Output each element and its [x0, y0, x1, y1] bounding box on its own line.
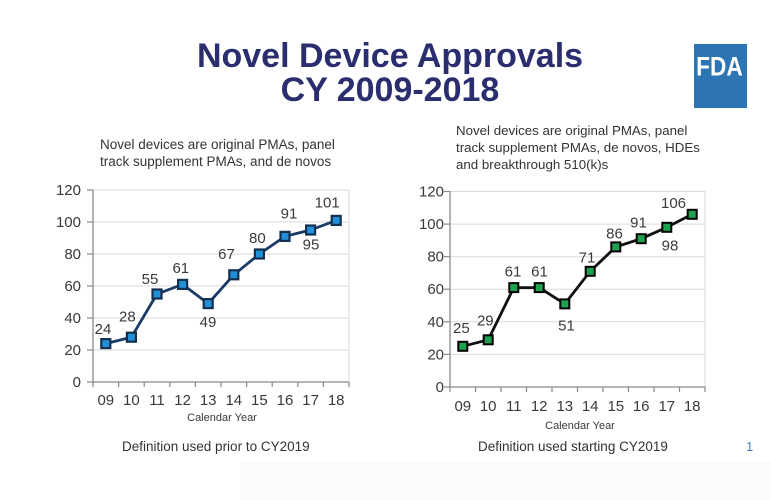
svg-text:17: 17	[658, 398, 675, 415]
svg-text:67: 67	[218, 246, 235, 263]
svg-text:Calendar Year: Calendar Year	[187, 412, 257, 424]
svg-text:25: 25	[453, 320, 470, 337]
svg-text:100: 100	[56, 214, 81, 231]
svg-text:16: 16	[277, 392, 294, 409]
svg-text:12: 12	[531, 398, 548, 415]
svg-text:49: 49	[200, 314, 217, 331]
svg-text:14: 14	[582, 398, 599, 415]
svg-text:18: 18	[684, 398, 701, 415]
svg-text:29: 29	[477, 313, 494, 330]
svg-text:12: 12	[174, 392, 191, 409]
svg-text:120: 120	[56, 182, 81, 199]
svg-text:106: 106	[661, 195, 686, 212]
svg-text:20: 20	[427, 346, 444, 363]
svg-text:28: 28	[119, 309, 136, 326]
svg-text:61: 61	[531, 264, 548, 281]
svg-text:98: 98	[662, 238, 679, 255]
svg-text:FDA: FDA	[696, 52, 743, 82]
svg-text:51: 51	[558, 318, 575, 335]
svg-text:101: 101	[315, 195, 340, 212]
svg-text:60: 60	[64, 278, 81, 295]
svg-text:80: 80	[249, 230, 266, 247]
svg-text:71: 71	[579, 250, 596, 267]
svg-text:120: 120	[419, 184, 444, 201]
svg-text:13: 13	[200, 392, 217, 409]
svg-text:91: 91	[630, 215, 647, 232]
svg-text:24: 24	[95, 321, 112, 338]
svg-text:80: 80	[64, 246, 81, 263]
svg-text:15: 15	[607, 398, 624, 415]
svg-text:10: 10	[123, 392, 140, 409]
svg-text:0: 0	[436, 379, 444, 396]
svg-text:61: 61	[505, 264, 522, 281]
svg-text:16: 16	[633, 398, 650, 415]
svg-text:40: 40	[427, 314, 444, 331]
svg-text:13: 13	[556, 398, 573, 415]
svg-text:10: 10	[480, 398, 497, 415]
svg-text:15: 15	[251, 392, 268, 409]
svg-text:Calendar Year: Calendar Year	[545, 420, 615, 432]
svg-text:11: 11	[149, 392, 165, 409]
svg-text:14: 14	[225, 392, 242, 409]
svg-text:18: 18	[328, 392, 345, 409]
svg-text:95: 95	[303, 237, 320, 254]
svg-text:17: 17	[302, 392, 319, 409]
svg-text:100: 100	[419, 216, 444, 233]
svg-text:40: 40	[64, 310, 81, 327]
svg-text:09: 09	[454, 398, 471, 415]
svg-text:0: 0	[73, 374, 81, 391]
svg-text:20: 20	[64, 342, 81, 359]
svg-text:86: 86	[606, 226, 623, 243]
svg-text:91: 91	[281, 206, 298, 223]
svg-text:09: 09	[97, 392, 114, 409]
svg-text:11: 11	[506, 398, 522, 415]
svg-text:61: 61	[172, 260, 189, 277]
svg-text:80: 80	[427, 249, 444, 266]
svg-text:60: 60	[427, 281, 444, 298]
svg-text:55: 55	[142, 271, 159, 288]
